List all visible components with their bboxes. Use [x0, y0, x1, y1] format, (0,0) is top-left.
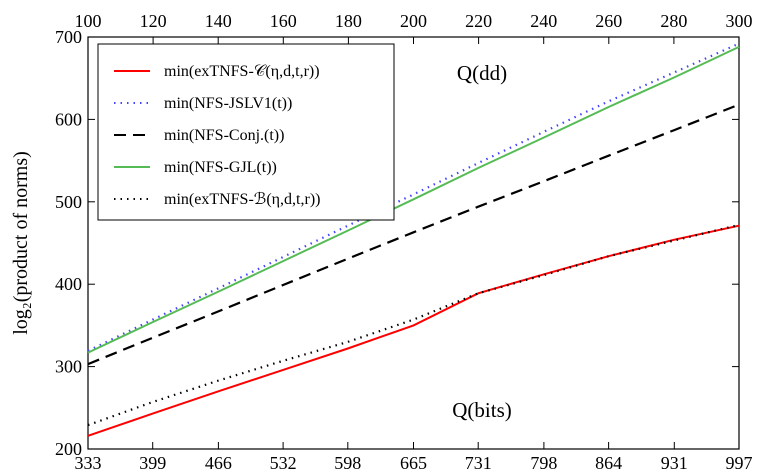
x-tick-label-top: 220	[465, 11, 492, 31]
x-tick-label-top: 160	[270, 11, 297, 31]
x-tick-label-top: 180	[335, 11, 362, 31]
series-line-3	[87, 45, 740, 354]
legend-label: min(NFS-Conj.(t))	[164, 127, 284, 144]
series-layer	[87, 42, 740, 437]
x-tick-label-top: 100	[75, 11, 102, 31]
y-axis-label: log₂(product of norms)	[10, 151, 32, 335]
x-tick-label-top: 120	[140, 11, 167, 31]
x-tick-label-bottom: 333	[75, 453, 102, 473]
annotation-bottom: Q(bits)	[452, 398, 512, 422]
x-tick-label-top: 300	[726, 11, 753, 31]
x-tick-label-bottom: 731	[465, 453, 492, 473]
series-line-2	[87, 103, 740, 366]
x-tick-label-top: 260	[595, 11, 622, 31]
legend-box	[97, 43, 395, 221]
x-tick-label-bottom: 665	[400, 453, 427, 473]
x-tick-label-top: 140	[205, 11, 232, 31]
y-tick-label: 600	[55, 109, 82, 129]
legend-label: min(NFS-JSLV1(t))	[164, 95, 292, 112]
y-tick-label: 300	[55, 357, 82, 377]
legend-label: min(exTNFS-𝒞(η,d,t,r))	[164, 63, 320, 80]
x-tick-label-bottom: 598	[334, 453, 361, 473]
x-tick-label-top: 280	[660, 11, 687, 31]
x-tick-label-top: 240	[530, 11, 557, 31]
y-tick-label: 500	[55, 192, 82, 212]
y-tick-label: 400	[55, 274, 82, 294]
x-tick-label-bottom: 997	[726, 453, 753, 473]
x-tick-label-bottom: 399	[139, 453, 166, 473]
annotation-top: Q(dd)	[457, 61, 507, 85]
legend: min(exTNFS-𝒞(η,d,t,r)) min(NFS-JSLV1(t)) m…	[97, 43, 395, 221]
x-tick-label-bottom: 798	[530, 453, 557, 473]
x-tick-label-bottom: 466	[205, 453, 232, 473]
legend-label: min(NFS-GJL(t))	[164, 159, 277, 176]
x-tick-label-bottom: 532	[270, 453, 297, 473]
x-tick-label-bottom: 864	[595, 453, 622, 473]
y-tick-label: 200	[55, 439, 82, 459]
legend-label: min(exTNFS-ℬ(η,d,t,r))	[164, 191, 320, 208]
x-tick-label-top: 200	[400, 11, 427, 31]
y-tick-label: 700	[55, 27, 82, 47]
x-tick-label-bottom: 931	[661, 453, 688, 473]
ticks-layer: 333 399 466 532 598 665 731 798 864 931 997 100 120 1…	[55, 11, 753, 473]
series-line-0	[87, 224, 740, 437]
